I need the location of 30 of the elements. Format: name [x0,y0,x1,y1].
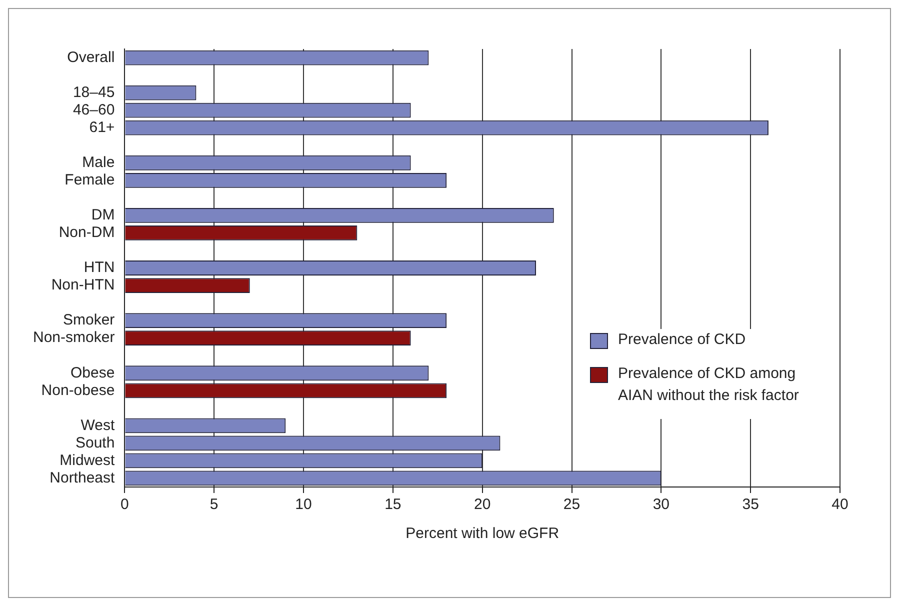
x-tick-label: 35 [742,496,759,514]
x-tick-label: 25 [563,496,580,514]
y-tick-label: Non-HTN [51,276,115,294]
y-tick-label: Midwest [60,452,116,469]
y-tick-label: Female [64,172,115,189]
y-tick-label: Non-DM [58,224,115,242]
y-tick-label: Non-smoker [33,329,115,346]
y-tick-label: Smoker [63,312,115,329]
x-tick-label: 20 [474,496,491,514]
x-tick-label: 30 [652,496,670,514]
y-tick-label: 46–60 [72,101,115,118]
legend-label: Prevalence of CKD among AIAN without the risk factor [618,364,800,406]
x-tick-label: 40 [832,496,848,514]
y-tick-label: HTN [84,259,115,276]
x-tick-label: 0 [120,496,129,514]
x-tick-label: 10 [295,496,312,514]
y-tick-label: West [80,416,116,434]
y-tick-label: Male [82,154,115,172]
legend-label: Prevalence of CKD [618,330,746,350]
x-tick-label: 5 [210,496,218,514]
y-tick-label: 61+ [89,118,115,136]
y-tick-label: South [75,434,115,452]
x-axis-title: Percent with low eGFR [406,525,560,542]
y-tick-label: 18–45 [72,84,115,101]
y-tick-label: Overall [67,48,115,66]
x-tick-label: 15 [384,496,402,514]
y-tick-label: Obese [70,364,115,382]
y-tick-label: DM [91,206,115,224]
y-tick-label: Non-obese [41,382,115,399]
y-tick-label: Northeast [50,469,116,486]
